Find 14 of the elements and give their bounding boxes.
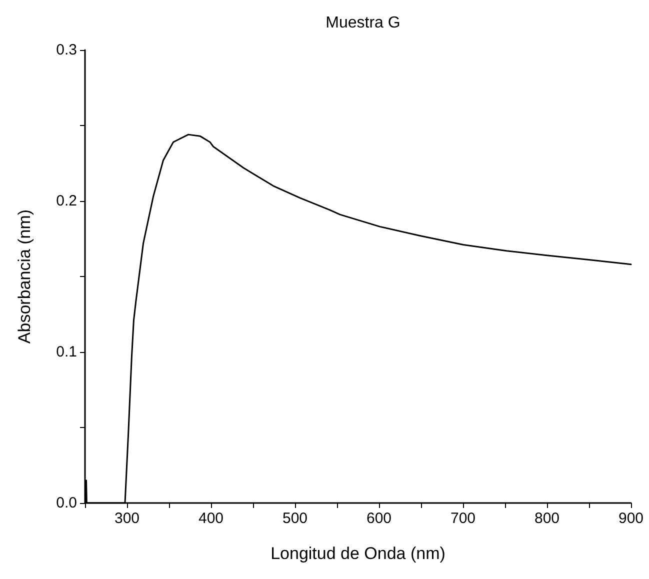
x-tick-label: 400 — [198, 510, 224, 527]
y-tick-label: 0.3 — [56, 42, 77, 58]
x-tick-label: 900 — [618, 510, 644, 527]
y-axis-title: Absorbancia (nm) — [15, 209, 34, 344]
y-tick-label: 0.2 — [56, 192, 77, 210]
x-axis-title: Longitud de Onda (nm) — [270, 544, 446, 563]
x-tick-label: 300 — [114, 510, 140, 527]
x-tick-label: 600 — [366, 510, 392, 527]
x-tick-label: 700 — [450, 510, 476, 527]
x-tick-label: 800 — [534, 510, 560, 527]
chart-title: Muestra G — [326, 14, 400, 32]
x-tick-label: 500 — [282, 510, 308, 527]
y-tick-label: 0.0 — [56, 494, 77, 512]
y-tick-label: 0.1 — [56, 344, 77, 360]
